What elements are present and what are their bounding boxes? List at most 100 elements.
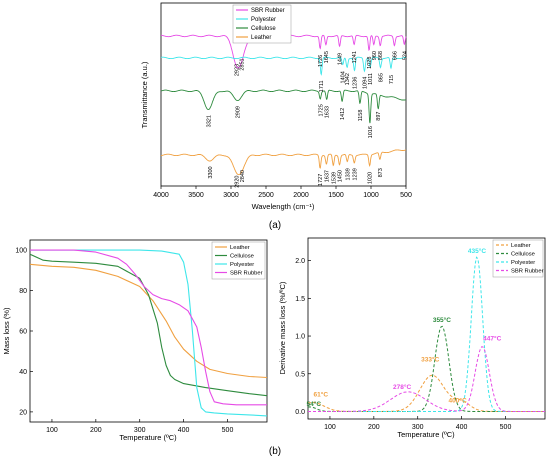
ftir-x-tick-label: 1500: [328, 192, 344, 199]
ftir-x-tick-label: 4000: [153, 192, 169, 199]
dtg-x-tick-label: 100: [324, 424, 336, 431]
ftir-x-axis-label: Wavelength (cm⁻¹): [252, 202, 315, 211]
ftir-x-tick-label: 1000: [363, 192, 379, 199]
tga-x-tick-label: 400: [178, 427, 190, 434]
ftir-peak-label: 1339: [345, 168, 351, 180]
tga-legend-entry: Cellulose: [230, 254, 254, 260]
ftir-peak-label: 1028: [367, 57, 373, 69]
ftir-peak-label: 1158: [358, 110, 364, 122]
tga-series-leather: [29, 263, 268, 379]
ftir-peak-label: 666: [392, 51, 398, 60]
ftir-peak-label: 1011: [368, 73, 374, 85]
ftir-peak-label: 1637: [324, 170, 330, 182]
dtg-y-tick-label: 1.5: [295, 296, 305, 303]
ftir-plot-frame: [160, 2, 407, 187]
dtg-peak-annotation: 54°C: [307, 400, 322, 408]
tga-legend-entry: Polyester: [230, 262, 254, 268]
ftir-legend: SBR Rubber Polyester Cellulose Leather: [232, 4, 292, 44]
tga-x-tick-label: 500: [222, 427, 234, 434]
ftir-legend-entry: Cellulose: [251, 26, 276, 32]
ftir-legend-box: [232, 4, 292, 44]
ftir-peak-label: 3321: [207, 115, 213, 127]
ftir-peak-label: 1094: [362, 77, 368, 89]
tga-x-axis-label: Temperature (ºC): [119, 433, 177, 442]
ftir-y-axis-label: Transmittance (a.u.): [140, 61, 149, 128]
ftir-peak-label: 1449: [338, 53, 344, 65]
tga-x-tick-label: 300: [134, 427, 146, 434]
ftir-peak-label: 868: [378, 51, 384, 60]
ftir-x-tick-label: 3500: [188, 192, 204, 199]
tga-y-axis-label: Mass loss (%): [2, 307, 11, 355]
ftir-legend-entry: SBR Rubber: [251, 8, 285, 14]
dtg-y-axis-label: Derivative mass loss (%/ºC): [278, 281, 287, 374]
ftir-peak-label: 1412: [340, 108, 346, 120]
ftir-chart: 4000 3500 3000 2500 2000 1500 1000 500 2923 2851…: [140, 2, 412, 231]
ftir-peak-label: 2923: [234, 64, 240, 76]
ftir-peak-label: 1726: [318, 55, 324, 67]
tga-y-tick-label: 80: [19, 288, 27, 295]
panel-label-b: (b): [269, 446, 281, 457]
tga-y-tick-label: 40: [19, 369, 27, 376]
dtg-legend-entry: SBR Rubber: [511, 269, 544, 275]
dtg-y-tick-label: 0.0: [295, 409, 305, 416]
dtg-series-cellulose: [307, 325, 545, 412]
ftir-series-cellulose: [160, 89, 407, 124]
dtg-x-axis-label: Temperature (ºC): [397, 430, 455, 439]
ftir-x-tick-label: 2500: [258, 192, 274, 199]
ftir-peak-label: 1404: [341, 71, 347, 83]
ftir-x-tick-label: 500: [400, 192, 412, 199]
ftir-peak-label: 1020: [368, 172, 374, 184]
tga-legend-entry: Leather: [230, 245, 250, 251]
dtg-legend: Leather Cellulose Polyester SBR Rubber: [492, 239, 544, 278]
tga-y-tick-label: 100: [15, 248, 27, 255]
tga-legend: Leather Cellulose Polyester SBR Rubber: [211, 241, 266, 280]
tga-x-tick-label: 200: [90, 427, 102, 434]
dtg-peak-annotation: 61°C: [314, 390, 329, 398]
ftir-peak-label: 897: [376, 112, 382, 121]
dtg-series-polyester: [308, 256, 545, 412]
dtg-y-tick-label: 1.0: [295, 334, 305, 341]
tga-series-sbr: [30, 249, 267, 406]
ftir-peak-label: 1241: [352, 51, 358, 63]
dtg-y-tick-label: 2.0: [295, 258, 305, 265]
tga-y-tick-label: 20: [19, 409, 27, 416]
ftir-legend-entry: Polyester: [251, 17, 276, 23]
ftir-series-polyester: [160, 56, 407, 76]
dtg-x-tick-label: 300: [412, 424, 424, 431]
ftir-peak-label: 524: [402, 51, 408, 60]
ftir-peak-label: 1539: [331, 172, 337, 184]
ftir-peak-label: 1725: [318, 104, 324, 116]
dtg-x-tick-label: 400: [456, 424, 468, 431]
dtg-x-tick-label: 200: [368, 424, 380, 431]
ftir-peak-label: 1239: [352, 168, 358, 180]
ftir-peak-label: 1727: [318, 174, 324, 186]
ftir-peak-label: 960: [372, 51, 378, 60]
dtg-peak-annotation: 400°C: [449, 396, 467, 404]
ftir-x-tick-label: 2000: [293, 192, 309, 199]
dtg-peak-annotation: 355°C: [433, 316, 451, 324]
dtg-y-tick-label: 0.5: [295, 371, 305, 378]
dtg-x-tick-label: 500: [500, 424, 512, 431]
dtg-peak-annotation: 435°C: [468, 247, 486, 255]
dtg-legend-entry: Cellulose: [511, 252, 535, 258]
dtg-chart: 100 200 300 400 500 0.0 0.5 1.0 1.5 2.0 61°C 54°C 2…: [278, 237, 546, 439]
ftir-legend-entry: Leather: [251, 35, 271, 41]
ftir-peak-label: 3300: [208, 166, 214, 178]
tga-series-polyester: [30, 249, 268, 417]
ftir-peak-label: 1450: [338, 170, 344, 182]
ftir-series-leather: [160, 149, 407, 176]
ftir-peak-label: 2920: [235, 176, 241, 188]
ftir-peak-label: 1645: [324, 51, 330, 63]
ftir-peak-label: 1633: [325, 106, 331, 118]
dtg-legend-entry: Polyester: [511, 260, 535, 266]
dtg-peak-annotation: 278°C: [393, 383, 411, 391]
ftir-x-tick-label: 3000: [223, 192, 239, 199]
tga-chart: 100 200 300 400 500 20 40 60 80 100 Mass loss (%)…: [2, 239, 268, 442]
ftir-peak-label: 873: [378, 168, 384, 177]
ftir-peak-label: 715: [389, 75, 395, 84]
dtg-legend-entry: Leather: [511, 243, 531, 249]
ftir-peak-label: 865: [378, 73, 384, 82]
dtg-peak-annotation: 447°C: [483, 335, 501, 343]
tga-y-tick-label: 60: [19, 329, 27, 336]
